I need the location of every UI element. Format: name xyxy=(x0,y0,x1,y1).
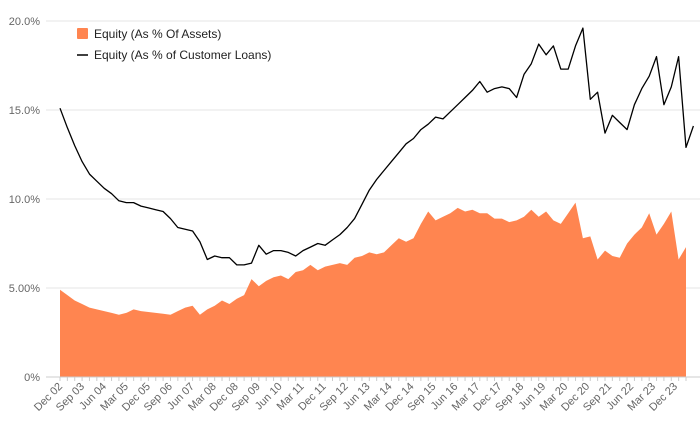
legend-label-loans: Equity (As % of Customer Loans) xyxy=(94,48,271,62)
y-tick-label: 15.0% xyxy=(9,105,40,117)
y-tick-label: 0% xyxy=(24,372,40,384)
y-tick-label: 5.00% xyxy=(9,283,40,295)
y-tick-label: 10.0% xyxy=(9,194,40,206)
legend: Equity (As % Of Assets) Equity (As % of … xyxy=(77,27,271,62)
line-series-layer xyxy=(59,27,695,266)
legend-label-assets: Equity (As % Of Assets) xyxy=(94,27,221,41)
area-series-layer xyxy=(60,202,686,377)
legend-swatch-assets xyxy=(77,28,88,39)
y-tick-label: 20.0% xyxy=(9,16,40,28)
series-area-assets xyxy=(60,202,686,377)
series-line-loans xyxy=(59,27,695,266)
y-axis-ticks: 0% 5.00% 10.0% 15.0% 20.0% xyxy=(9,16,40,384)
